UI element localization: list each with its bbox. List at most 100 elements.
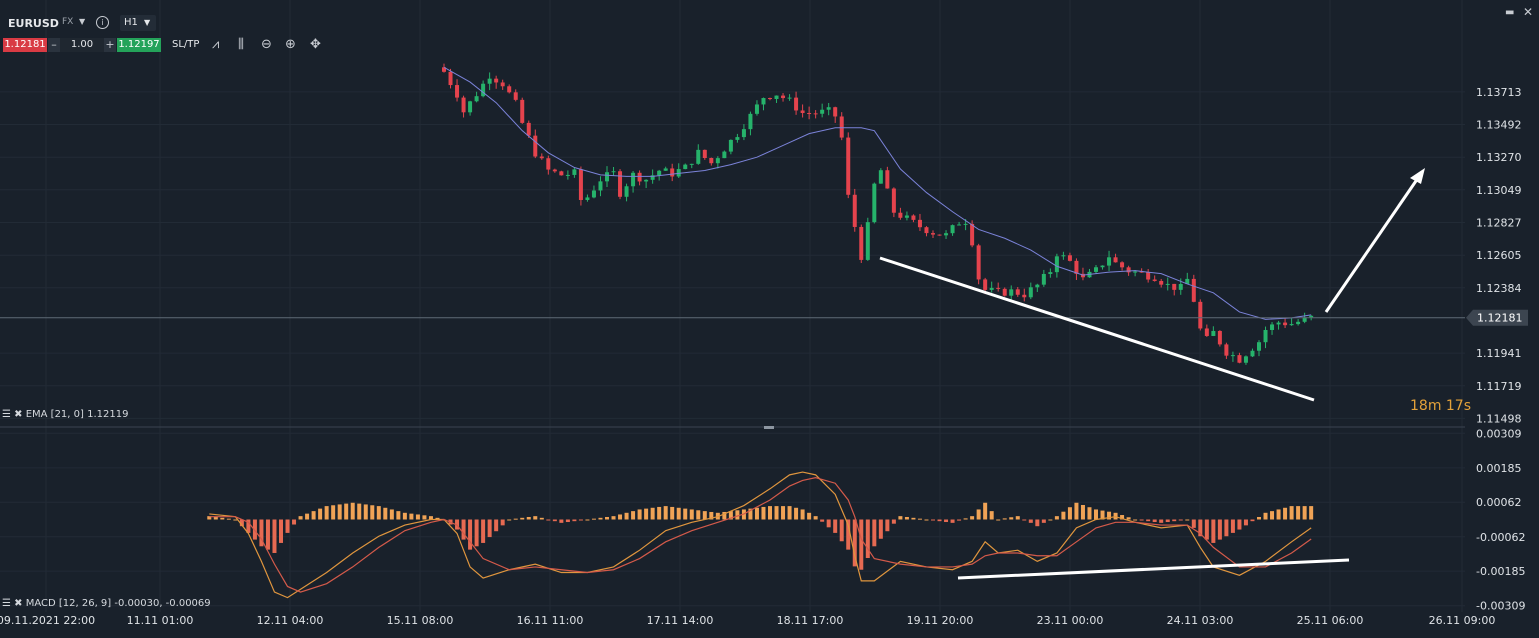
histogram-bar	[1185, 519, 1190, 521]
candle	[807, 106, 812, 120]
candle-body	[911, 215, 916, 220]
histogram-bar	[546, 519, 551, 521]
histogram-bar	[279, 519, 283, 543]
price-axis-tick: 1.13270	[1476, 151, 1522, 164]
candle	[513, 89, 518, 102]
candle	[891, 187, 896, 218]
histogram-bar	[833, 519, 838, 533]
price-axis-tick: 1.13713	[1476, 86, 1522, 99]
candle	[774, 95, 779, 103]
histogram-bar	[787, 506, 792, 520]
candle	[937, 234, 942, 236]
histogram-bar	[650, 507, 655, 520]
histogram-bar	[1309, 506, 1314, 520]
histogram-bar	[937, 519, 942, 522]
histogram-bar	[702, 511, 707, 520]
candle	[676, 163, 681, 179]
candle	[1283, 318, 1288, 329]
price-axis-tick: 1.13049	[1476, 184, 1522, 197]
candle-body	[1146, 272, 1151, 280]
candle	[1159, 278, 1164, 288]
close-icon[interactable]: ✕	[1523, 5, 1534, 19]
candle	[833, 106, 838, 123]
candle	[468, 100, 473, 116]
histogram-bar	[239, 519, 244, 527]
candle-body	[539, 156, 544, 159]
zoom-in-icon[interactable]: ⊕	[285, 37, 296, 52]
candle-body	[1211, 330, 1216, 336]
histogram-bar	[428, 516, 433, 520]
candle-body	[904, 215, 909, 218]
sell-button[interactable]: 1.12181	[3, 38, 47, 52]
time-axis-tick: 11.11 01:00	[127, 614, 194, 627]
candle-body	[644, 179, 649, 182]
candle	[1289, 318, 1294, 326]
histogram-bar	[474, 519, 479, 547]
candle-body	[474, 96, 479, 102]
candle-body	[1074, 260, 1079, 274]
candle	[1243, 355, 1248, 365]
line-chart-icon[interactable]: ⩘	[212, 37, 220, 52]
candle-body	[820, 109, 825, 114]
candle	[728, 139, 733, 155]
histogram-bar	[826, 519, 831, 528]
maximize-icon[interactable]: ▬	[1505, 7, 1515, 18]
candle	[872, 182, 877, 224]
candle	[455, 79, 460, 102]
symbol-label[interactable]: EURUSD	[8, 17, 59, 30]
candle	[1015, 286, 1020, 297]
histogram-bar	[1002, 518, 1007, 520]
buy-button[interactable]: 1.12197	[117, 38, 161, 52]
candle-body	[898, 212, 903, 218]
candle	[552, 168, 557, 173]
histogram-bar	[324, 506, 329, 520]
histogram-bar	[1028, 519, 1033, 523]
volume-increase-button[interactable]: +	[104, 38, 116, 52]
candle	[1276, 320, 1281, 330]
candle-body	[1152, 279, 1157, 281]
histogram-bar	[1094, 509, 1098, 520]
candle-body	[663, 168, 668, 171]
candle-body	[461, 97, 466, 113]
volume-decrease-button[interactable]: –	[48, 38, 60, 52]
volume-input[interactable]: 1.00	[60, 38, 104, 52]
info-icon[interactable]: i	[96, 16, 109, 29]
candle	[768, 97, 772, 101]
histogram-bar	[598, 517, 603, 520]
candle	[494, 75, 499, 89]
candle-body	[1113, 257, 1118, 263]
candle-body	[500, 82, 505, 87]
candlestick-icon[interactable]: ⫼	[238, 37, 244, 52]
candle-body	[839, 116, 844, 138]
histogram-bar	[911, 517, 916, 520]
histogram-bar	[1048, 519, 1053, 521]
histogram-bar	[1230, 519, 1235, 533]
candle	[1074, 258, 1079, 280]
candle	[1009, 285, 1014, 303]
candle-body	[709, 158, 714, 164]
timeframe-select[interactable]: H1 ▼	[120, 15, 156, 31]
candle	[1100, 265, 1105, 270]
histogram-bar	[1191, 519, 1196, 528]
candle-body	[468, 101, 473, 113]
histogram-bar	[904, 516, 909, 520]
macd-axis-tick: 0.00309	[1476, 427, 1522, 440]
crosshair-icon[interactable]: ✥	[310, 37, 321, 52]
histogram-bar	[768, 506, 772, 520]
candle-body	[1296, 321, 1301, 325]
candle-body	[963, 223, 968, 225]
histogram-bar	[1211, 519, 1216, 543]
candle-body	[1015, 289, 1020, 295]
trendline-price	[879, 256, 1315, 402]
candle-body	[774, 95, 779, 100]
symbol-dropdown-icon[interactable]: ▼	[79, 17, 86, 26]
candle-body	[1250, 350, 1255, 357]
price-axis-tick: 1.13492	[1476, 118, 1522, 131]
sl-tp-button[interactable]: SL/TP	[172, 39, 200, 50]
histogram-bar	[605, 516, 609, 520]
zoom-out-icon[interactable]: ⊖	[261, 37, 272, 52]
histogram-bar	[357, 503, 362, 520]
candle-body	[735, 137, 740, 140]
candle	[1217, 330, 1222, 347]
